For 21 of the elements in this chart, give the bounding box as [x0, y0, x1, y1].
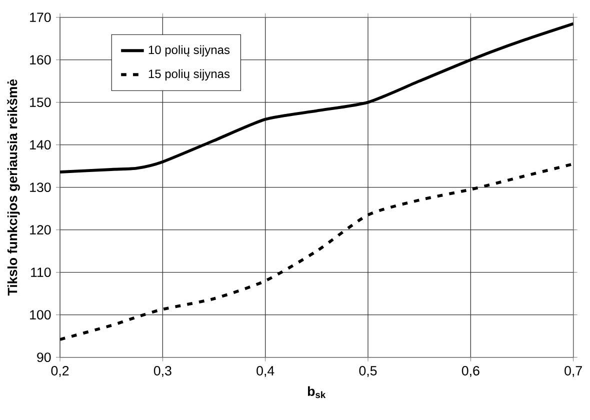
x-tick-label: 0,7 [564, 366, 582, 378]
line-series [60, 162, 574, 341]
x-tick-label: 0,6 [462, 366, 480, 378]
legend-label: 15 polių sijynas [148, 69, 230, 80]
y-tick-label: 100 [30, 310, 51, 320]
y-tick-label: 130 [30, 182, 51, 192]
y-tick-label: 150 [30, 98, 51, 108]
y-axis-title: Tikslo funkcijos geriausia reikšmė [7, 79, 20, 296]
x-tick-label: 0,4 [256, 366, 274, 378]
x-tick-label: 0,2 [51, 366, 69, 378]
y-tick-label: 110 [31, 268, 51, 278]
line-series [60, 22, 574, 174]
y-tick-label: 120 [30, 225, 51, 235]
y-tick-label: 90 [37, 352, 51, 362]
x-tick-label: 0,3 [154, 366, 172, 378]
x-axis-title: b$_{sk}$ [308, 386, 326, 398]
legend-label: 10 polių sijynas [148, 45, 230, 56]
y-tick-label: 170 [30, 12, 51, 22]
y-tick-label: 160 [30, 55, 51, 65]
x-tick-label: 0,5 [359, 366, 377, 378]
y-tick-label: 140 [30, 140, 51, 150]
